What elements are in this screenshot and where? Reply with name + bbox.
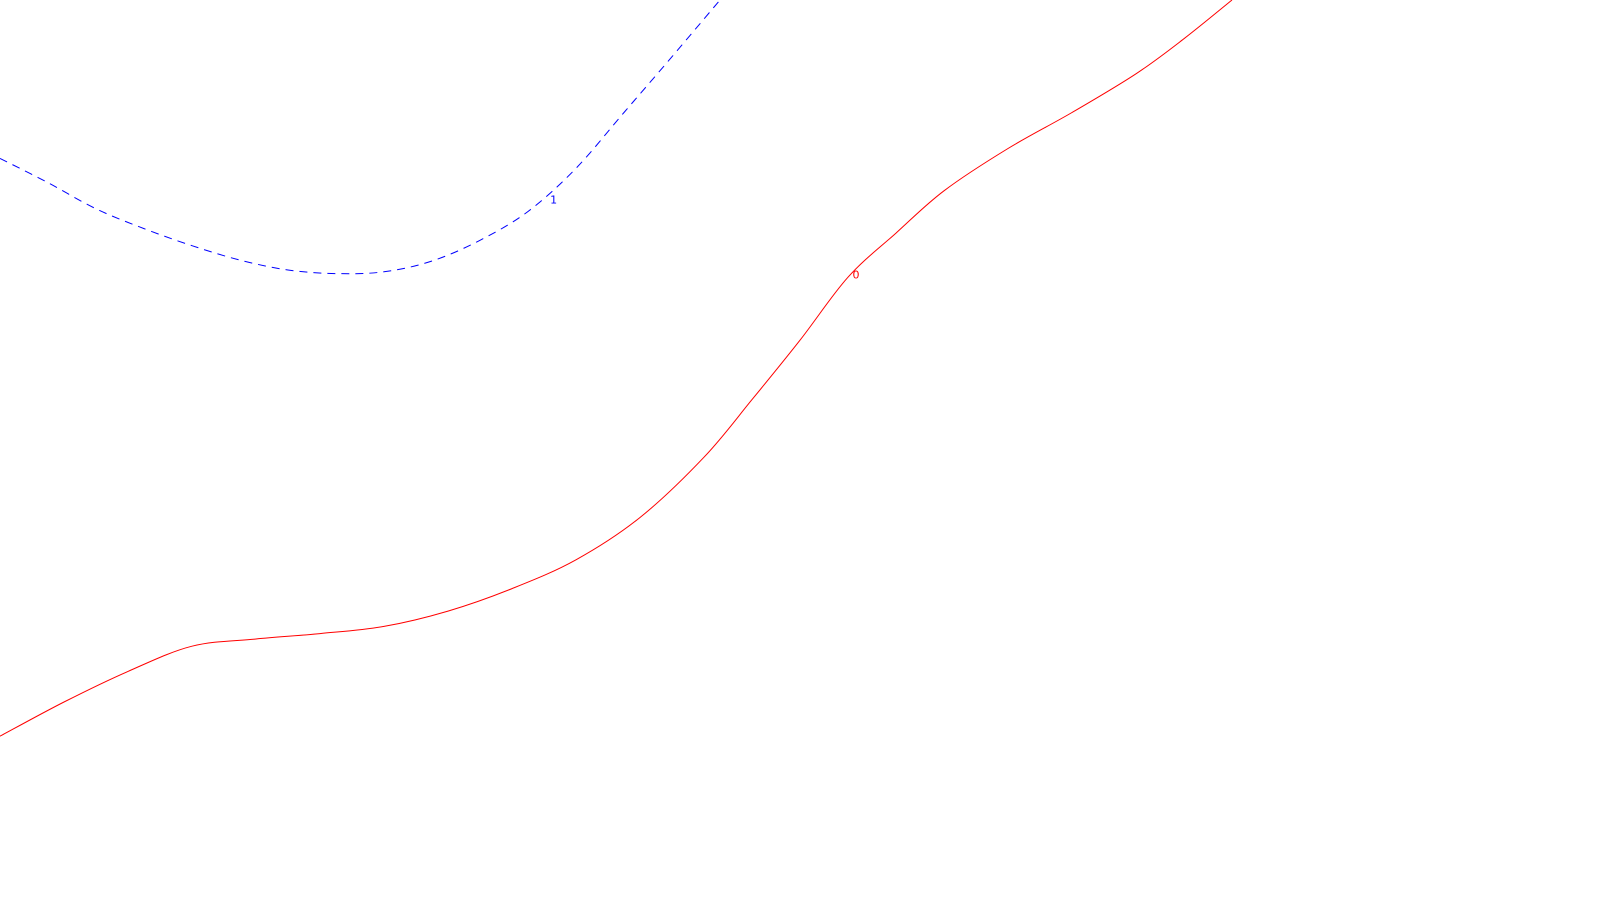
contour-label-contour-1: 1 (550, 194, 557, 207)
series-layer (0, 0, 1233, 737)
series-line-contour-1 (0, 0, 721, 275)
label-layer: 10 (550, 194, 859, 282)
series-line-contour-0 (0, 0, 1233, 737)
contour-label-contour-0: 0 (853, 268, 860, 281)
